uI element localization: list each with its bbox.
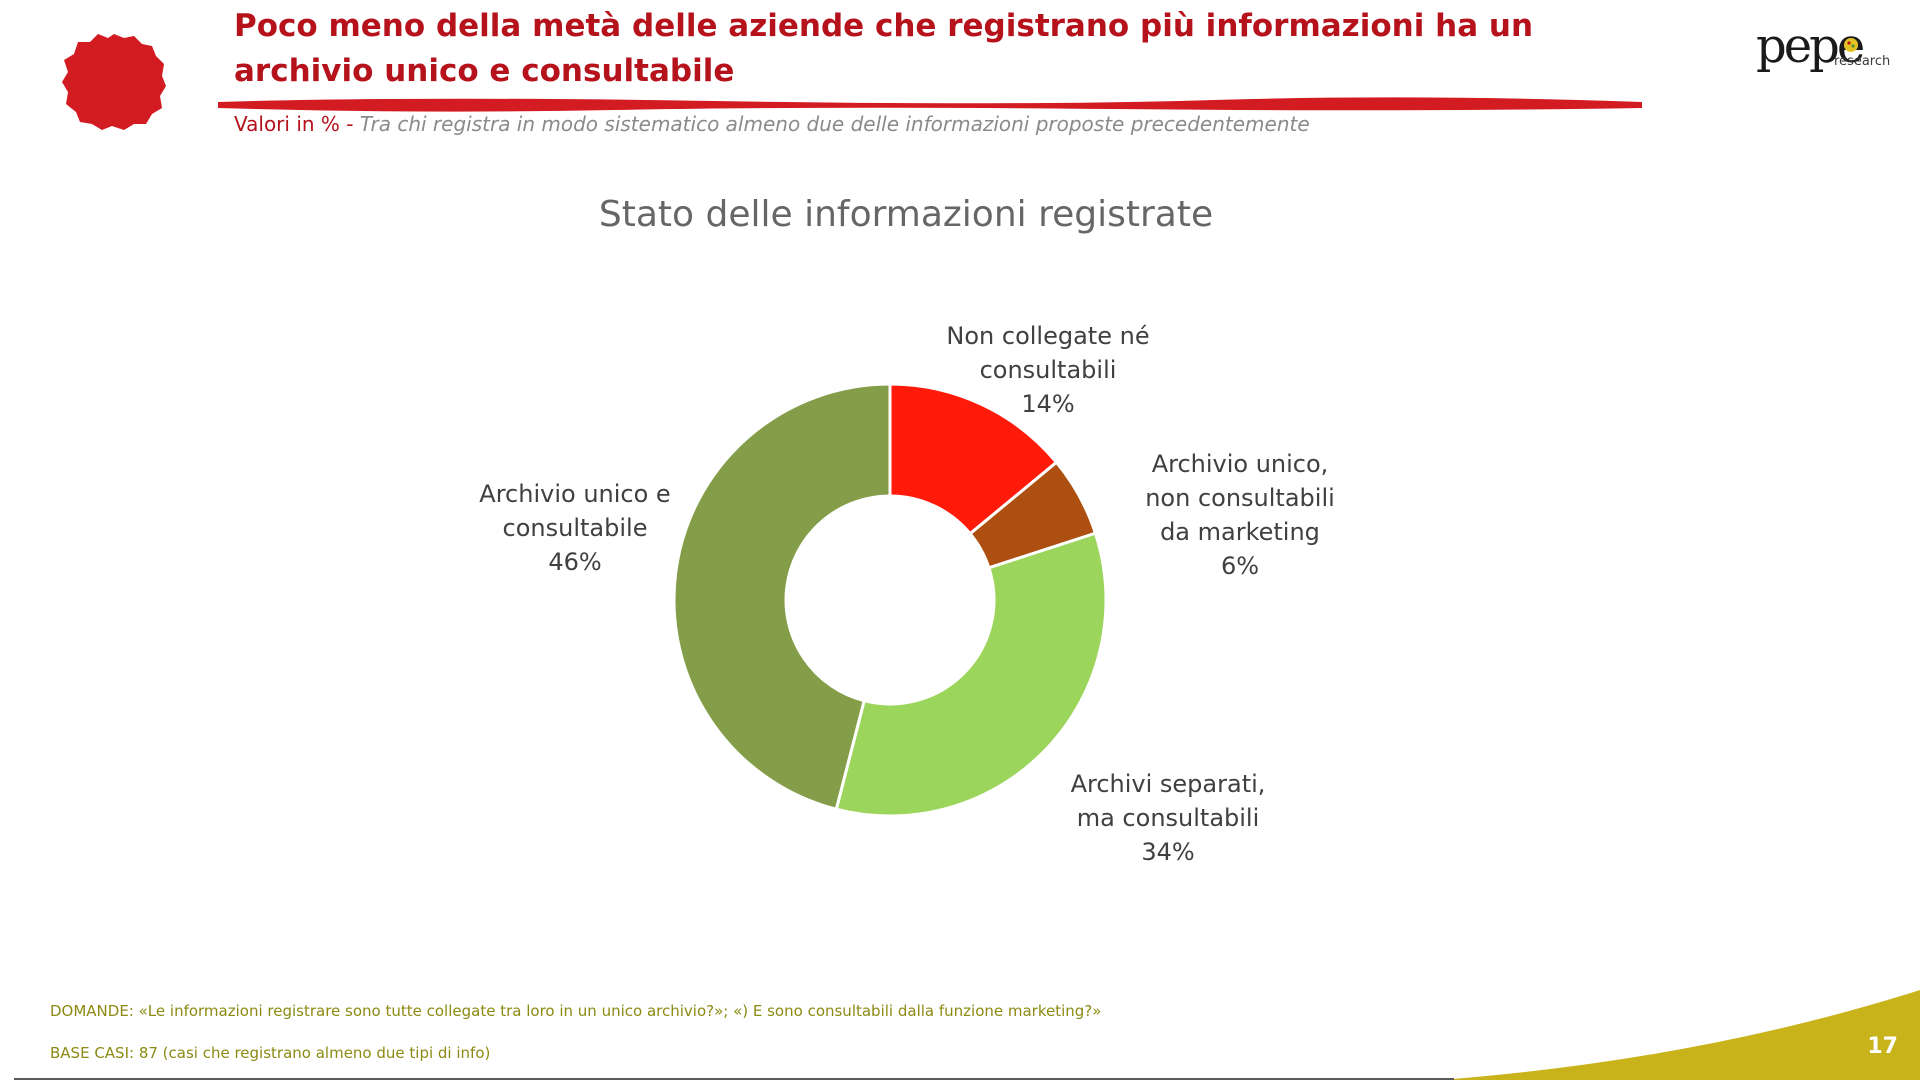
slice-value-label: 6% bbox=[1221, 552, 1259, 580]
donut-slice-3 bbox=[834, 531, 1108, 818]
slice-category-label: Archivio unico e bbox=[479, 480, 670, 508]
slice-category-label: Archivio unico, bbox=[1152, 450, 1329, 478]
slice-category-label: da marketing bbox=[1160, 518, 1320, 546]
slice-category-label: non consultabili bbox=[1145, 484, 1335, 512]
footer-questions: DOMANDE: «Le informazioni registrare son… bbox=[50, 1002, 1102, 1020]
slice-value-label: 34% bbox=[1141, 838, 1194, 866]
slice-category-label: consultabile bbox=[503, 514, 648, 542]
chart-title: Stato delle informazioni registrate bbox=[599, 194, 1213, 235]
subtitle-lead: Valori in % - bbox=[234, 112, 360, 136]
page-subtitle: Valori in % - Tra chi registra in modo s… bbox=[234, 110, 1310, 138]
footer-swoosh bbox=[1440, 990, 1920, 1080]
page-number: 17 bbox=[1867, 1034, 1898, 1059]
page-title: Poco meno della metà delle aziende che r… bbox=[234, 8, 1534, 89]
company-logo: pepe research bbox=[1756, 18, 1896, 74]
slice-category-label: Non collegate né bbox=[946, 322, 1149, 350]
slice-category-label: ma consultabili bbox=[1077, 804, 1260, 832]
title-underline bbox=[218, 97, 1642, 112]
subtitle-description: Tra chi registra in modo sistematico alm… bbox=[359, 112, 1310, 136]
slice-category-label: consultabili bbox=[980, 356, 1117, 384]
footer-rule bbox=[14, 1078, 1454, 1080]
footer-base: BASE CASI: 87 (casi che registrano almen… bbox=[50, 1044, 491, 1062]
slice-category-label: Archivi separati, bbox=[1071, 770, 1266, 798]
donut-slice-4 bbox=[672, 382, 892, 812]
slice-label-1: Non collegate né consultabili 14% bbox=[946, 322, 1149, 418]
logo-subtitle: research bbox=[1834, 54, 1891, 69]
red-blob-icon bbox=[62, 34, 166, 130]
slice-value-label: 46% bbox=[548, 548, 601, 576]
slice-label-2: Archivio unico, non consultabili da market… bbox=[1145, 450, 1335, 580]
slice-label-3: Archivi separati, ma consultabili 34% bbox=[1071, 770, 1266, 866]
slice-value-label: 14% bbox=[1021, 390, 1074, 418]
pepper-icon bbox=[1844, 38, 1858, 52]
slice-label-4: Archivio unico e consultabile 46% bbox=[479, 480, 670, 576]
donut-chart-svg: Stato delle informazioni registrate Non c… bbox=[479, 194, 1335, 866]
donut-chart: Stato delle informazioni registrate Non c… bbox=[0, 170, 1920, 890]
